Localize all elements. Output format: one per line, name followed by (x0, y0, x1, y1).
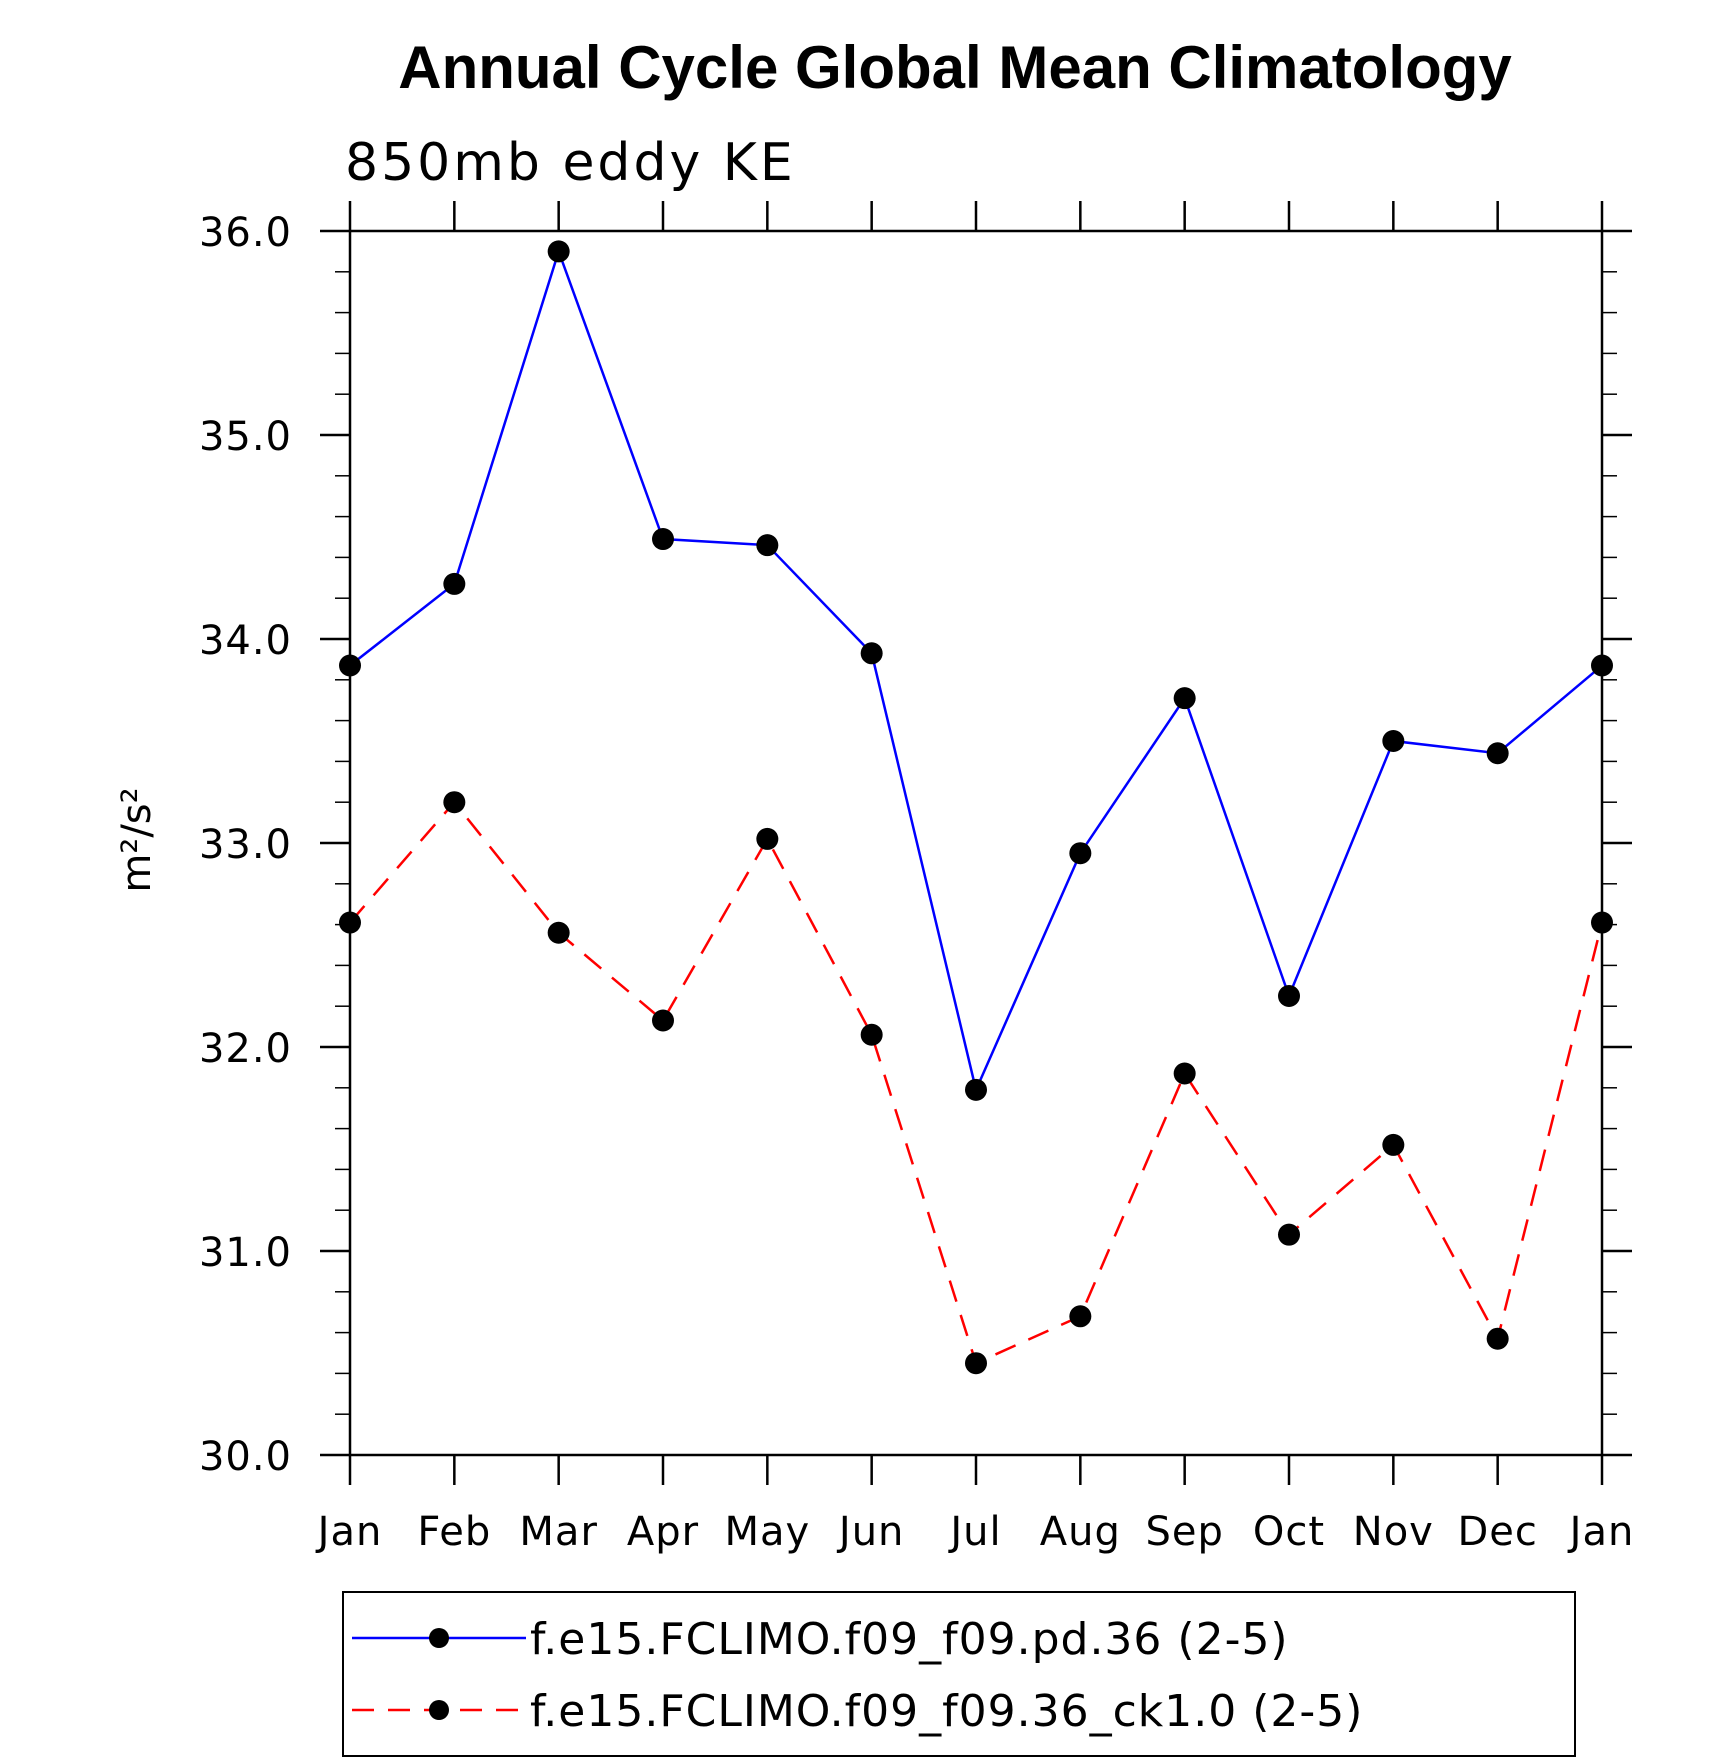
y-axis-label: m²/s² (114, 787, 160, 892)
data-point (1591, 911, 1613, 934)
y-tick-label: 36.0 (199, 210, 292, 256)
data-point (1069, 842, 1092, 865)
plot-frame (348, 229, 1604, 1457)
x-tick-label: Apr (627, 1509, 699, 1555)
data-point (652, 1009, 674, 1032)
x-tick-label: Jul (947, 1509, 1001, 1555)
x-tick-label: Aug (1040, 1509, 1121, 1555)
legend-marker-0 (429, 1628, 449, 1648)
data-point (547, 921, 570, 944)
data-point (1278, 985, 1300, 1007)
legend: f.e15.FCLIMO.f09_f09.pd.36 (2-5) f.e15.F… (342, 1591, 1576, 1757)
data-point (756, 827, 779, 850)
y-tick-label: 33.0 (199, 822, 292, 868)
y-tick-label: 34.0 (199, 618, 292, 664)
data-point (652, 528, 674, 551)
x-tick-label: Nov (1353, 1509, 1434, 1555)
chart-subtitle: 850mb eddy KE (345, 133, 796, 193)
data-point (860, 1023, 883, 1046)
data-point (1486, 742, 1509, 765)
x-tick-label: Jan (1567, 1509, 1635, 1555)
x-tick-label: Sep (1145, 1509, 1223, 1555)
series-layer (339, 240, 1613, 1375)
x-tick-label: Oct (1253, 1509, 1325, 1555)
data-point (1486, 1327, 1509, 1350)
data-point (443, 791, 466, 814)
data-point (339, 911, 361, 934)
x-tick-label: Dec (1457, 1509, 1537, 1555)
data-point (965, 1078, 987, 1101)
data-point (1278, 1223, 1300, 1246)
y-tick-label: 35.0 (199, 414, 292, 460)
y-tick-label: 30.0 (199, 1434, 292, 1480)
axes: Jan Feb Mar Apr May Jun Jul Aug Sep Oct Nov Dec Jan 3… (199, 201, 1635, 1555)
data-point (443, 572, 466, 595)
data-point (860, 642, 883, 665)
data-point (547, 240, 570, 263)
x-tick-label: Feb (417, 1509, 491, 1555)
data-point (339, 654, 361, 677)
data-point (1382, 1133, 1405, 1156)
legend-label-1: f.e15.FCLIMO.f09_f09.36_ck1.0 (2-5) (530, 1686, 1363, 1737)
x-tick-label: Jan (315, 1509, 383, 1555)
legend-box (342, 1591, 1576, 1757)
data-point (756, 534, 779, 557)
x-tick-label: Mar (519, 1509, 597, 1555)
x-tick-label: Jun (836, 1509, 905, 1555)
data-point (1069, 1305, 1092, 1328)
data-point (1591, 654, 1613, 677)
data-point (1173, 687, 1196, 710)
data-point (1173, 1062, 1196, 1085)
data-point (965, 1352, 987, 1375)
legend-marker-1 (429, 1700, 449, 1720)
y-tick-label: 32.0 (199, 1026, 292, 1072)
legend-label-0: f.e15.FCLIMO.f09_f09.pd.36 (2-5) (530, 1614, 1289, 1665)
data-point (1382, 730, 1405, 752)
chart-title: Annual Cycle Global Mean Climatology (398, 34, 1512, 101)
series-line-0 (349, 247, 1603, 1094)
y-tick-label: 31.0 (199, 1230, 292, 1276)
x-tick-label: May (724, 1509, 810, 1555)
